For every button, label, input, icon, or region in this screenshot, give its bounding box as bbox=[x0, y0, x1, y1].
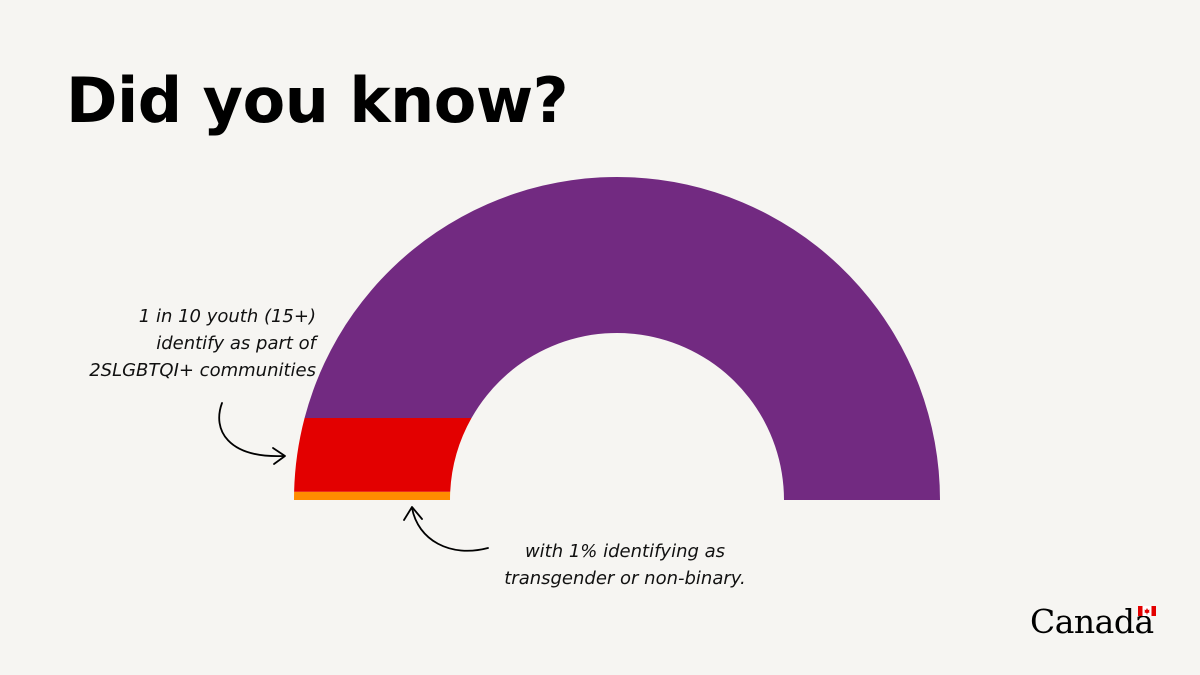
annotation-youth-line: identify as part of bbox=[156, 333, 316, 354]
segment-purple bbox=[304, 177, 940, 500]
annotation-trans: with 1% identifying as transgender or no… bbox=[470, 538, 780, 592]
chart-segments bbox=[294, 177, 940, 500]
annotation-arrow-youth bbox=[218, 402, 284, 457]
canada-wordmark: Canada bbox=[1030, 602, 1154, 641]
segment-orange bbox=[294, 491, 451, 500]
annotation-youth: 1 in 10 youth (15+) identify as part of … bbox=[40, 303, 316, 384]
annotation-arrow-trans bbox=[411, 507, 489, 552]
segment-red bbox=[294, 418, 472, 492]
annotation-arrowhead-trans bbox=[403, 506, 423, 521]
annotation-arrowhead-youth bbox=[272, 447, 286, 465]
page-title: Did you know? bbox=[66, 64, 569, 137]
annotation-trans-line: transgender or non-binary. bbox=[504, 568, 746, 589]
annotation-youth-line: 2SLGBTQI+ communities bbox=[89, 360, 316, 381]
canadian-flag-icon bbox=[1138, 606, 1156, 616]
canada-wordmark-logo: Canada bbox=[1030, 602, 1156, 641]
annotation-youth-line: 1 in 10 youth (15+) bbox=[138, 306, 316, 327]
annotation-trans-line: with 1% identifying as bbox=[524, 541, 726, 562]
